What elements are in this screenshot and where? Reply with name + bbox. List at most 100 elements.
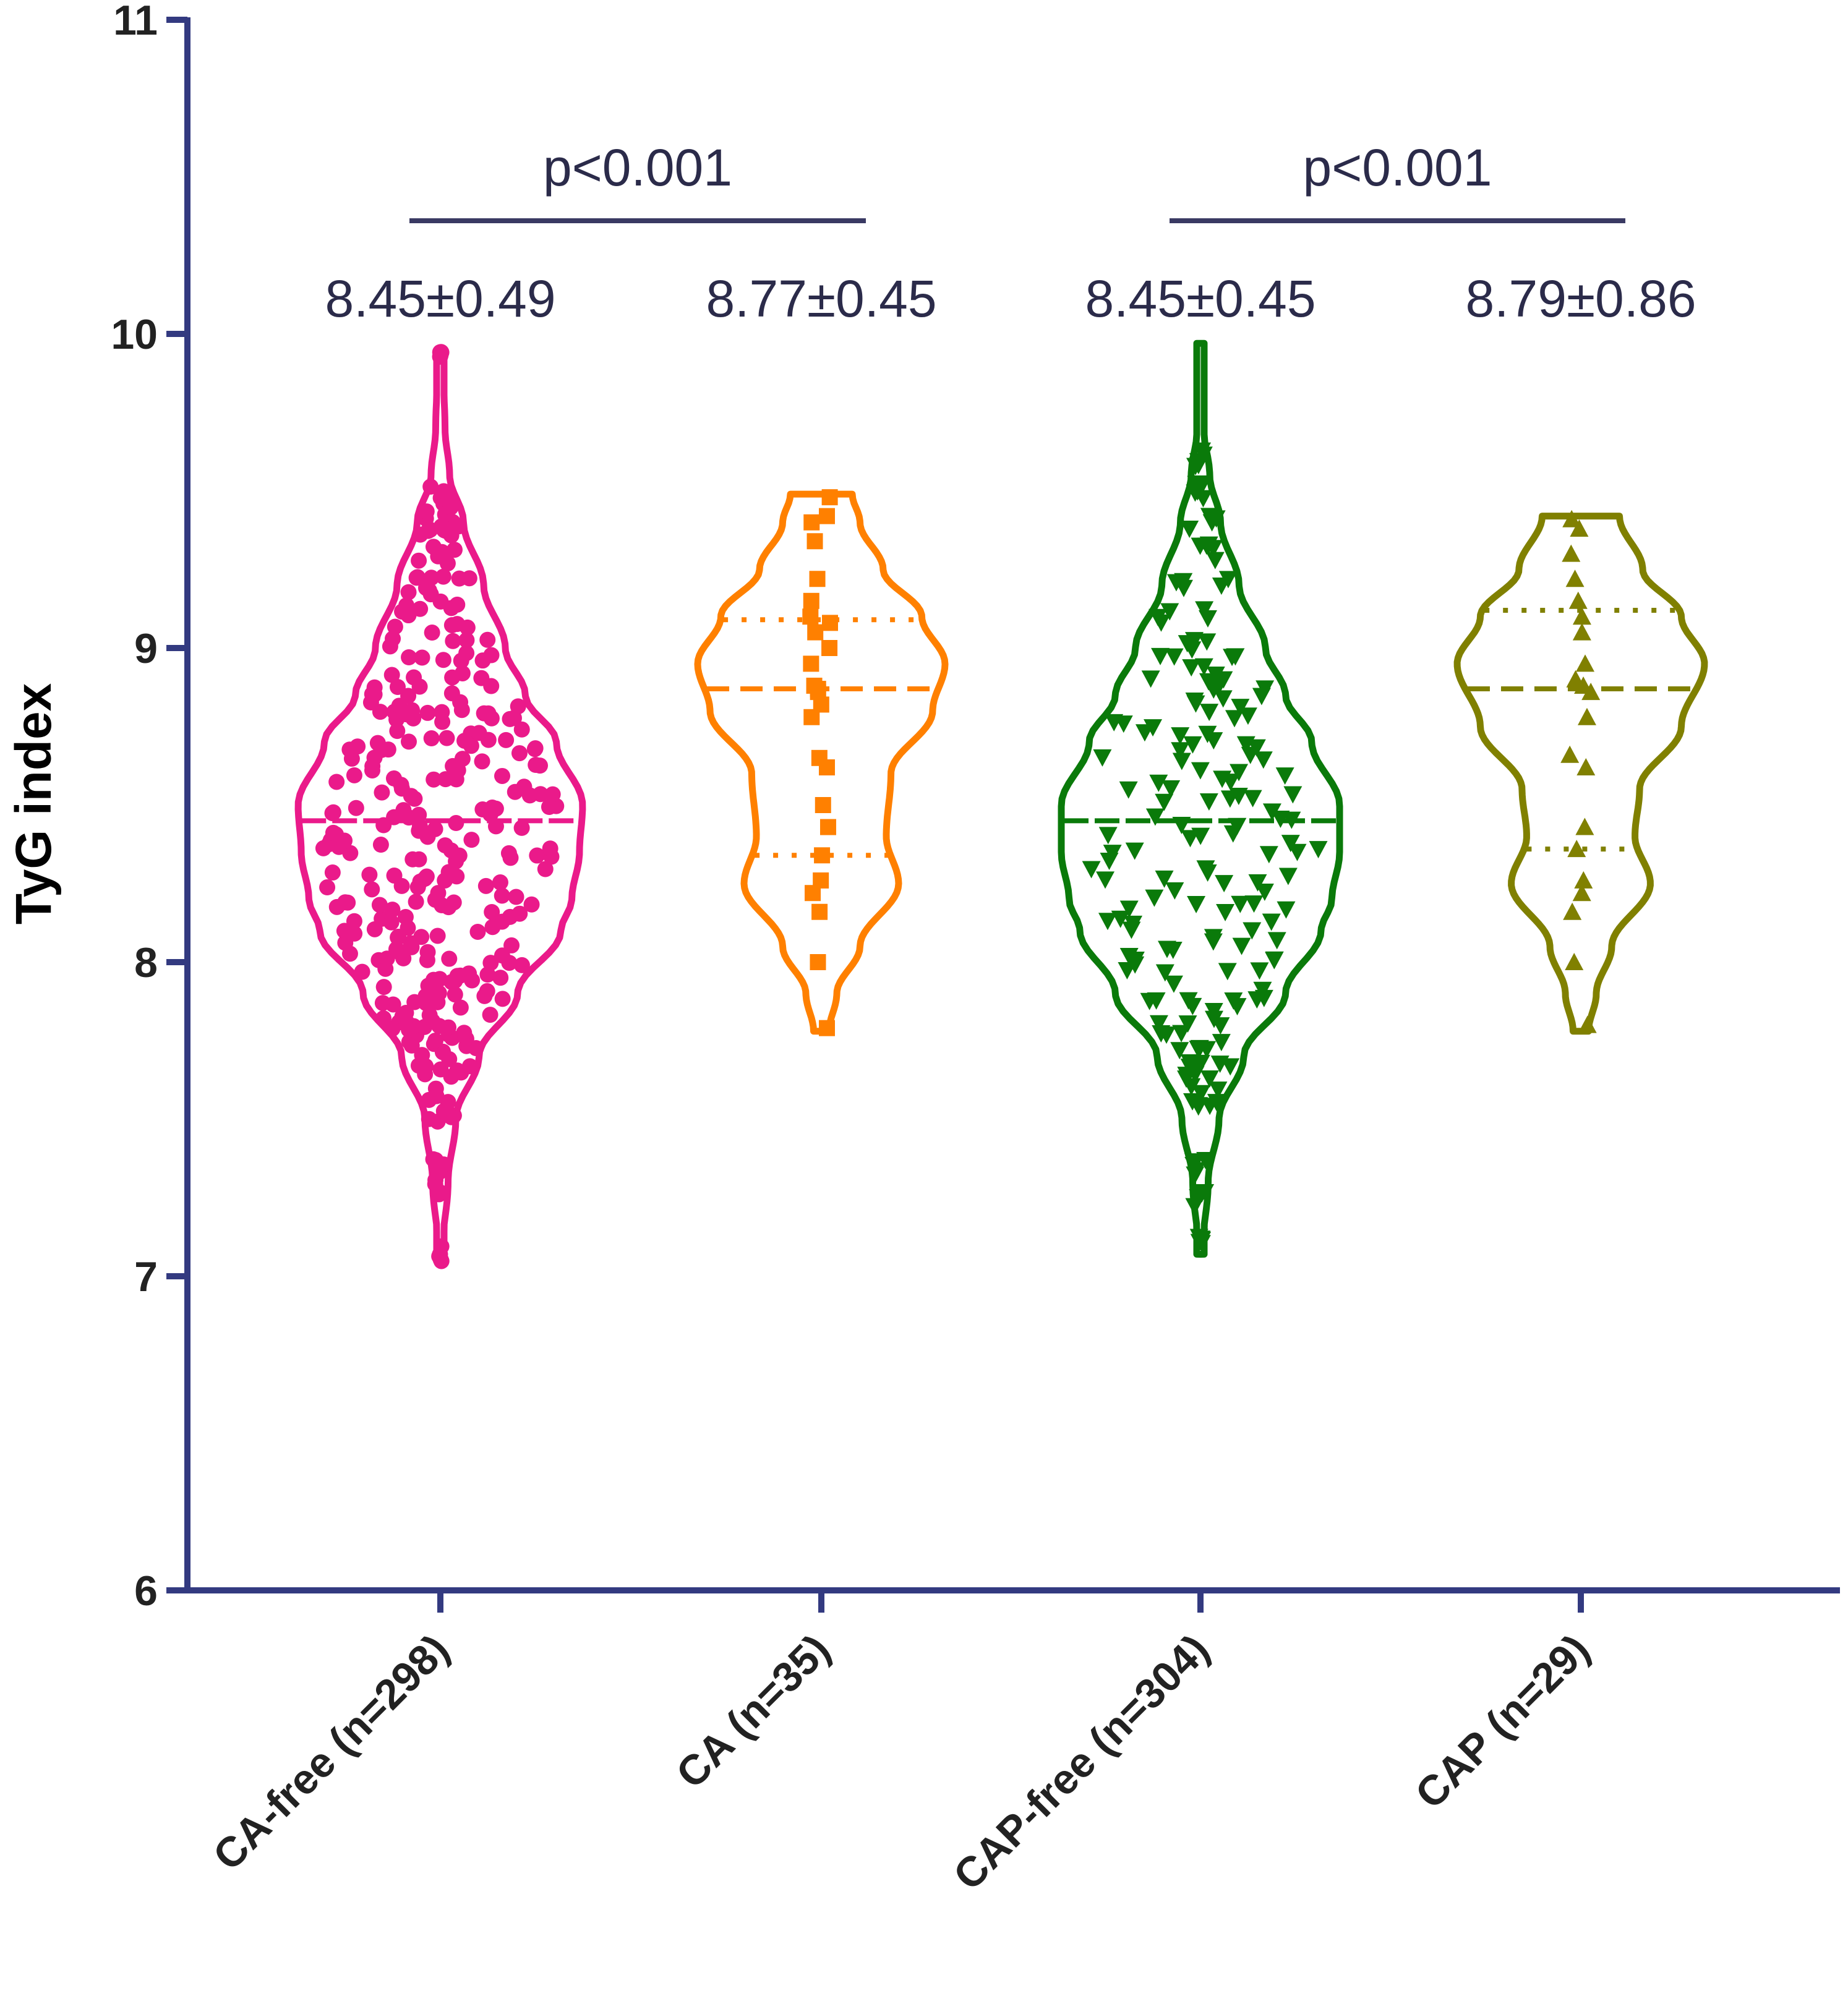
group-stat-label: 8.79±0.86	[1465, 270, 1696, 328]
data-point	[1111, 910, 1130, 928]
data-point	[1253, 981, 1272, 999]
data-point	[421, 1091, 437, 1108]
data-point	[1194, 490, 1213, 508]
p-value-label: p<0.001	[543, 139, 732, 197]
data-point	[423, 569, 440, 586]
data-point	[523, 896, 540, 913]
data-point	[511, 745, 528, 762]
data-point	[385, 996, 401, 1013]
y-tick-label: 8	[134, 939, 158, 986]
data-point	[349, 738, 366, 755]
data-point	[1160, 603, 1179, 621]
data-point	[1255, 883, 1274, 901]
data-point	[458, 632, 475, 649]
data-point	[469, 923, 486, 940]
data-point	[1572, 884, 1591, 902]
data-point	[1204, 1003, 1223, 1021]
data-point	[372, 837, 389, 853]
data-point	[1247, 991, 1267, 1009]
data-point	[426, 971, 442, 988]
data-point	[1565, 569, 1585, 587]
data-point	[1119, 781, 1138, 799]
data-point	[406, 669, 422, 686]
data-point	[482, 1007, 498, 1023]
data-point	[498, 731, 515, 748]
data-point	[364, 762, 380, 778]
data-point	[1277, 901, 1296, 919]
data-point	[1194, 658, 1213, 676]
data-point	[544, 786, 561, 803]
data-point	[1278, 868, 1298, 885]
data-point	[1218, 963, 1237, 981]
data-point	[1203, 513, 1222, 531]
data-point	[1165, 648, 1184, 666]
data-point	[1247, 739, 1266, 757]
data-point	[389, 679, 406, 696]
data-point	[447, 986, 463, 1003]
data-point	[479, 631, 496, 648]
data-point	[502, 850, 519, 866]
data-point	[537, 861, 554, 877]
y-tick-label: 6	[134, 1567, 158, 1614]
data-point	[1174, 573, 1193, 591]
data-point	[426, 771, 442, 788]
data-point	[1152, 1025, 1171, 1043]
data-point	[1187, 895, 1206, 913]
data-point	[513, 957, 530, 973]
data-point	[424, 625, 440, 641]
data-point	[443, 842, 460, 859]
data-point	[395, 802, 412, 819]
data-point	[1197, 633, 1217, 651]
data-point	[1204, 540, 1223, 558]
x-category-label: CA (n=35)	[667, 1626, 839, 1798]
data-point	[476, 987, 493, 1004]
data-point	[400, 584, 417, 600]
data-point	[1164, 975, 1183, 993]
data-point	[1189, 1041, 1208, 1059]
data-point	[463, 832, 480, 848]
data-point	[1238, 707, 1257, 725]
data-point	[430, 548, 447, 565]
data-point	[434, 714, 451, 730]
data-point	[492, 970, 509, 986]
data-point	[1216, 903, 1235, 921]
data-point	[386, 867, 403, 884]
data-point	[1230, 764, 1249, 782]
data-point	[401, 733, 417, 750]
data-point	[1183, 641, 1202, 659]
data-point	[1182, 659, 1201, 677]
data-point	[1126, 952, 1145, 970]
data-point	[411, 552, 427, 569]
data-point	[1243, 922, 1262, 940]
data-point	[1145, 889, 1164, 907]
data-point	[471, 725, 487, 741]
data-point	[435, 483, 452, 500]
data-point	[1192, 1235, 1211, 1253]
data-point	[1195, 601, 1214, 619]
data-point	[1572, 623, 1591, 641]
data-point	[419, 944, 436, 960]
data-point	[1199, 673, 1218, 691]
data-point	[369, 735, 386, 751]
violin-group-0	[294, 344, 586, 1269]
data-point	[1185, 693, 1204, 710]
data-point	[1281, 835, 1300, 853]
data-point	[443, 685, 460, 702]
data-point	[1149, 774, 1168, 792]
data-point	[1575, 817, 1594, 835]
data-point	[1170, 1042, 1189, 1060]
data-point	[1145, 808, 1165, 826]
data-point	[1566, 670, 1585, 688]
y-tick-label: 11	[113, 0, 158, 44]
data-point	[494, 947, 510, 964]
data-point	[448, 868, 465, 885]
data-point	[1114, 715, 1133, 733]
x-category-label: CA-free (n=298)	[204, 1626, 458, 1879]
data-point	[1158, 940, 1177, 958]
data-point	[1172, 753, 1191, 770]
data-point	[1212, 1034, 1231, 1052]
data-point	[1183, 1093, 1202, 1111]
data-point	[441, 950, 458, 967]
data-point	[1265, 951, 1284, 969]
